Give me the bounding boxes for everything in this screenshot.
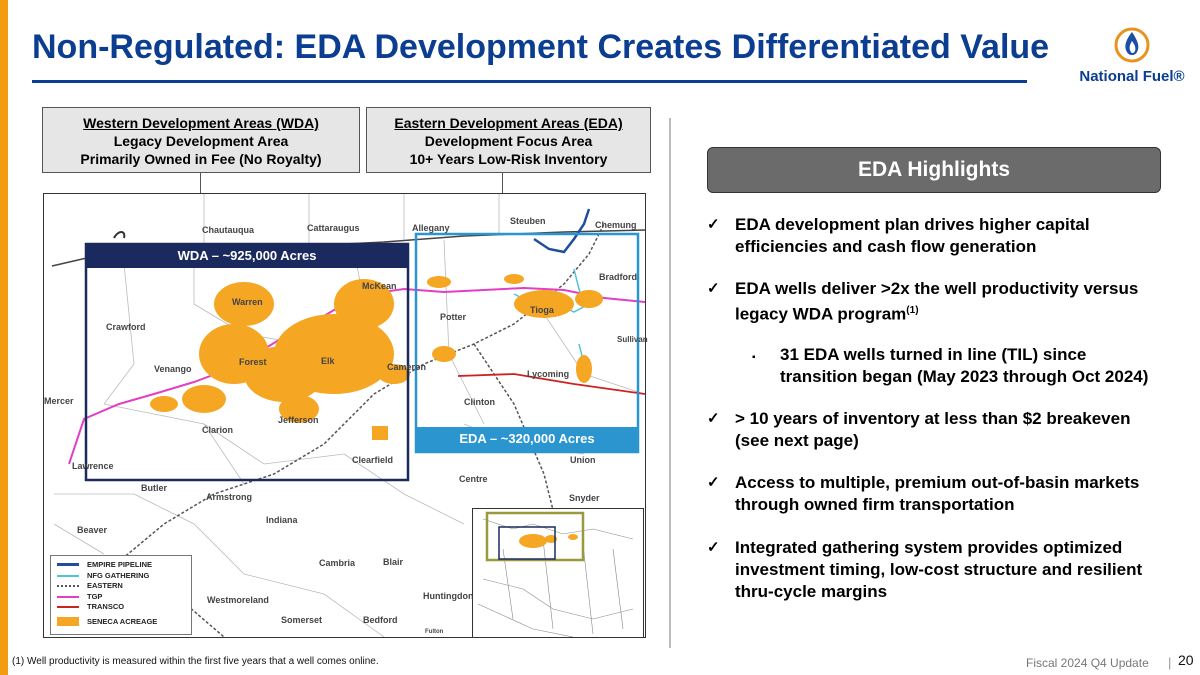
county-label: Cameron <box>387 362 427 372</box>
county-label: Chautauqua <box>202 225 255 235</box>
title-underline <box>32 80 1027 83</box>
vertical-divider <box>669 118 671 648</box>
square-bullet-icon: ▪ <box>752 352 756 363</box>
highlight-text: Integrated gathering system provides opt… <box>735 538 1143 601</box>
eda-highlights-header: EDA Highlights <box>707 147 1161 193</box>
highlight-text: EDA development plan drives higher capit… <box>735 215 1090 256</box>
county-label: Union <box>570 455 596 465</box>
county-label: Cattaraugus <box>307 223 360 233</box>
county-label: Indiana <box>266 515 298 525</box>
county-label: Clearfield <box>352 455 394 465</box>
map-legend: EMPIRE PIPELINE NFG GATHERING EASTERN TG… <box>50 555 192 635</box>
county-label: Centre <box>459 474 488 484</box>
county-label: Bradford <box>599 272 637 282</box>
county-label: Somerset <box>281 615 323 625</box>
wda-box-line2: Primarily Owned in Fee (No Royalty) <box>80 151 322 167</box>
county-label: Chemung <box>595 220 637 230</box>
highlight-text-main: EDA wells deliver >2x the well productiv… <box>735 279 1139 324</box>
county-label: Lawrence <box>72 461 114 471</box>
company-logo: National Fuel® <box>1076 26 1188 86</box>
county-label: Westmoreland <box>207 595 269 605</box>
eda-box-line2: 10+ Years Low-Risk Inventory <box>409 151 608 167</box>
acreage-map: WDA – ~925,000 Acres EDA – ~320,000 Acre… <box>43 193 648 638</box>
eda-outline <box>414 232 640 454</box>
flame-icon <box>1114 27 1150 63</box>
footer-label: Fiscal 2024 Q4 Update <box>1026 656 1149 670</box>
county-label: Butler <box>141 483 168 493</box>
eda-box-heading: Eastern Development Areas (EDA) <box>394 115 623 131</box>
check-icon: ✓ <box>707 539 720 556</box>
wda-acreage-label: WDA – ~925,000 Acres <box>86 244 408 268</box>
county-label: Steuben <box>510 216 546 226</box>
footer-separator: | <box>1168 655 1172 670</box>
eda-description-box: Eastern Development Areas (EDA) Developm… <box>366 107 651 173</box>
transco-line <box>457 373 645 395</box>
county-label: Clarion <box>202 425 234 435</box>
logo-name: National Fuel® <box>1079 68 1185 85</box>
highlight-text: > 10 years of inventory at less than $2 … <box>735 409 1131 450</box>
seneca-acreage <box>150 274 603 440</box>
page-number: 20 <box>1178 652 1194 668</box>
inset-locator-map <box>472 508 644 638</box>
county-label: Allegany <box>412 223 450 233</box>
county-label: McKean <box>362 281 397 291</box>
wda-box-heading: Western Development Areas (WDA) <box>83 115 319 131</box>
inset-map-graphics <box>477 511 634 637</box>
map-graphics <box>51 194 645 637</box>
check-icon: ✓ <box>707 216 720 233</box>
county-label: Sullivan <box>617 335 648 344</box>
county-label: Lycoming <box>527 369 570 379</box>
county-label: Bedford <box>363 615 398 625</box>
footnote: (1) Well productivity is measured within… <box>12 656 379 667</box>
county-label: Blair <box>383 557 404 567</box>
county-label: Warren <box>232 297 263 307</box>
county-label: Fulton <box>425 629 444 635</box>
highlight-text: EDA wells deliver >2x the well productiv… <box>735 278 1165 326</box>
highlight-text: 31 EDA wells turned in line (TIL) since … <box>780 345 1149 386</box>
county-label: Mercer <box>44 396 74 406</box>
lake-shoreline <box>113 231 126 239</box>
county-label: Elk <box>321 356 335 366</box>
highlight-text: Access to multiple, premium out-of-basin… <box>735 473 1140 514</box>
county-label: Venango <box>154 364 192 374</box>
tgp-line <box>68 286 645 465</box>
check-icon: ✓ <box>707 280 720 297</box>
county-label: Tioga <box>530 305 554 315</box>
county-label: Armstrong <box>206 492 253 502</box>
empire-pipeline-line <box>533 208 591 254</box>
page-title: Non-Regulated: EDA Development Creates D… <box>32 28 1050 66</box>
county-label: Potter <box>440 312 467 322</box>
eda-box-line1: Development Focus Area <box>424 133 593 149</box>
county-label: Cambria <box>319 558 356 568</box>
wda-description-box: Western Development Areas (WDA) Legacy D… <box>42 107 360 173</box>
wda-box-line1: Legacy Development Area <box>113 133 289 149</box>
county-label: Huntingdon <box>423 591 474 601</box>
county-label: Beaver <box>77 525 108 535</box>
accent-bar <box>0 0 8 675</box>
county-label: Clinton <box>464 397 495 407</box>
county-label: Snyder <box>569 493 600 503</box>
check-icon: ✓ <box>707 410 720 427</box>
county-label: Jefferson <box>278 415 319 425</box>
footnote-ref: (1) <box>906 305 919 316</box>
county-label: Forest <box>239 357 267 367</box>
check-icon: ✓ <box>707 474 720 491</box>
eda-acreage-label: EDA – ~320,000 Acres <box>416 427 638 451</box>
county-label: Crawford <box>106 322 146 332</box>
